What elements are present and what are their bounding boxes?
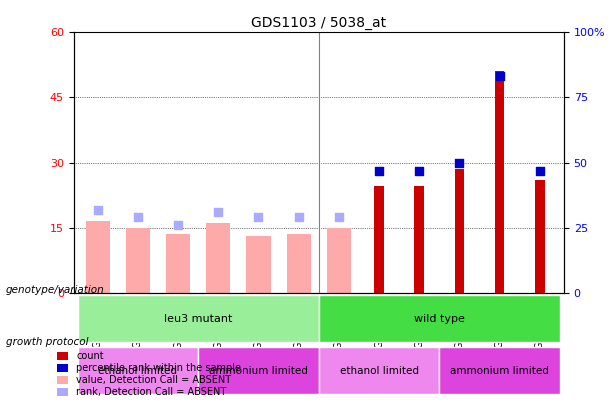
Text: leu3 mutant: leu3 mutant [164,314,232,324]
Point [535,168,545,175]
Bar [86,221,110,293]
FancyBboxPatch shape [78,295,319,342]
Text: ethanol limited: ethanol limited [98,366,177,376]
Point [254,213,264,220]
Bar [535,180,545,293]
Point [133,213,143,220]
Bar [126,228,150,293]
Point [334,213,344,220]
Point [374,168,384,175]
FancyBboxPatch shape [319,347,440,394]
Point [213,209,223,216]
Text: growth protocol: growth protocol [6,337,89,347]
Point [93,207,102,213]
FancyBboxPatch shape [319,295,560,342]
Bar [206,223,230,293]
Bar [327,228,351,293]
Point [294,213,303,220]
Point [455,159,465,166]
FancyBboxPatch shape [198,347,319,394]
Bar [414,186,424,293]
Title: GDS1103 / 5038_at: GDS1103 / 5038_at [251,16,386,30]
Bar [374,186,384,293]
Bar [455,169,464,293]
Point [173,222,183,229]
FancyBboxPatch shape [78,347,198,394]
Text: wild type: wild type [414,314,465,324]
Text: ammonium limited: ammonium limited [450,366,549,376]
Bar [166,234,190,293]
Bar [246,237,270,293]
Point [495,72,504,79]
Bar [495,71,504,293]
Bar [287,234,311,293]
Text: ethanol limited: ethanol limited [340,366,419,376]
Point [414,168,424,175]
Text: genotype/variation: genotype/variation [6,285,105,294]
FancyBboxPatch shape [440,347,560,394]
Text: ammonium limited: ammonium limited [209,366,308,376]
Legend: count, percentile rank within the sample, value, Detection Call = ABSENT, rank, : count, percentile rank within the sample… [54,348,244,400]
